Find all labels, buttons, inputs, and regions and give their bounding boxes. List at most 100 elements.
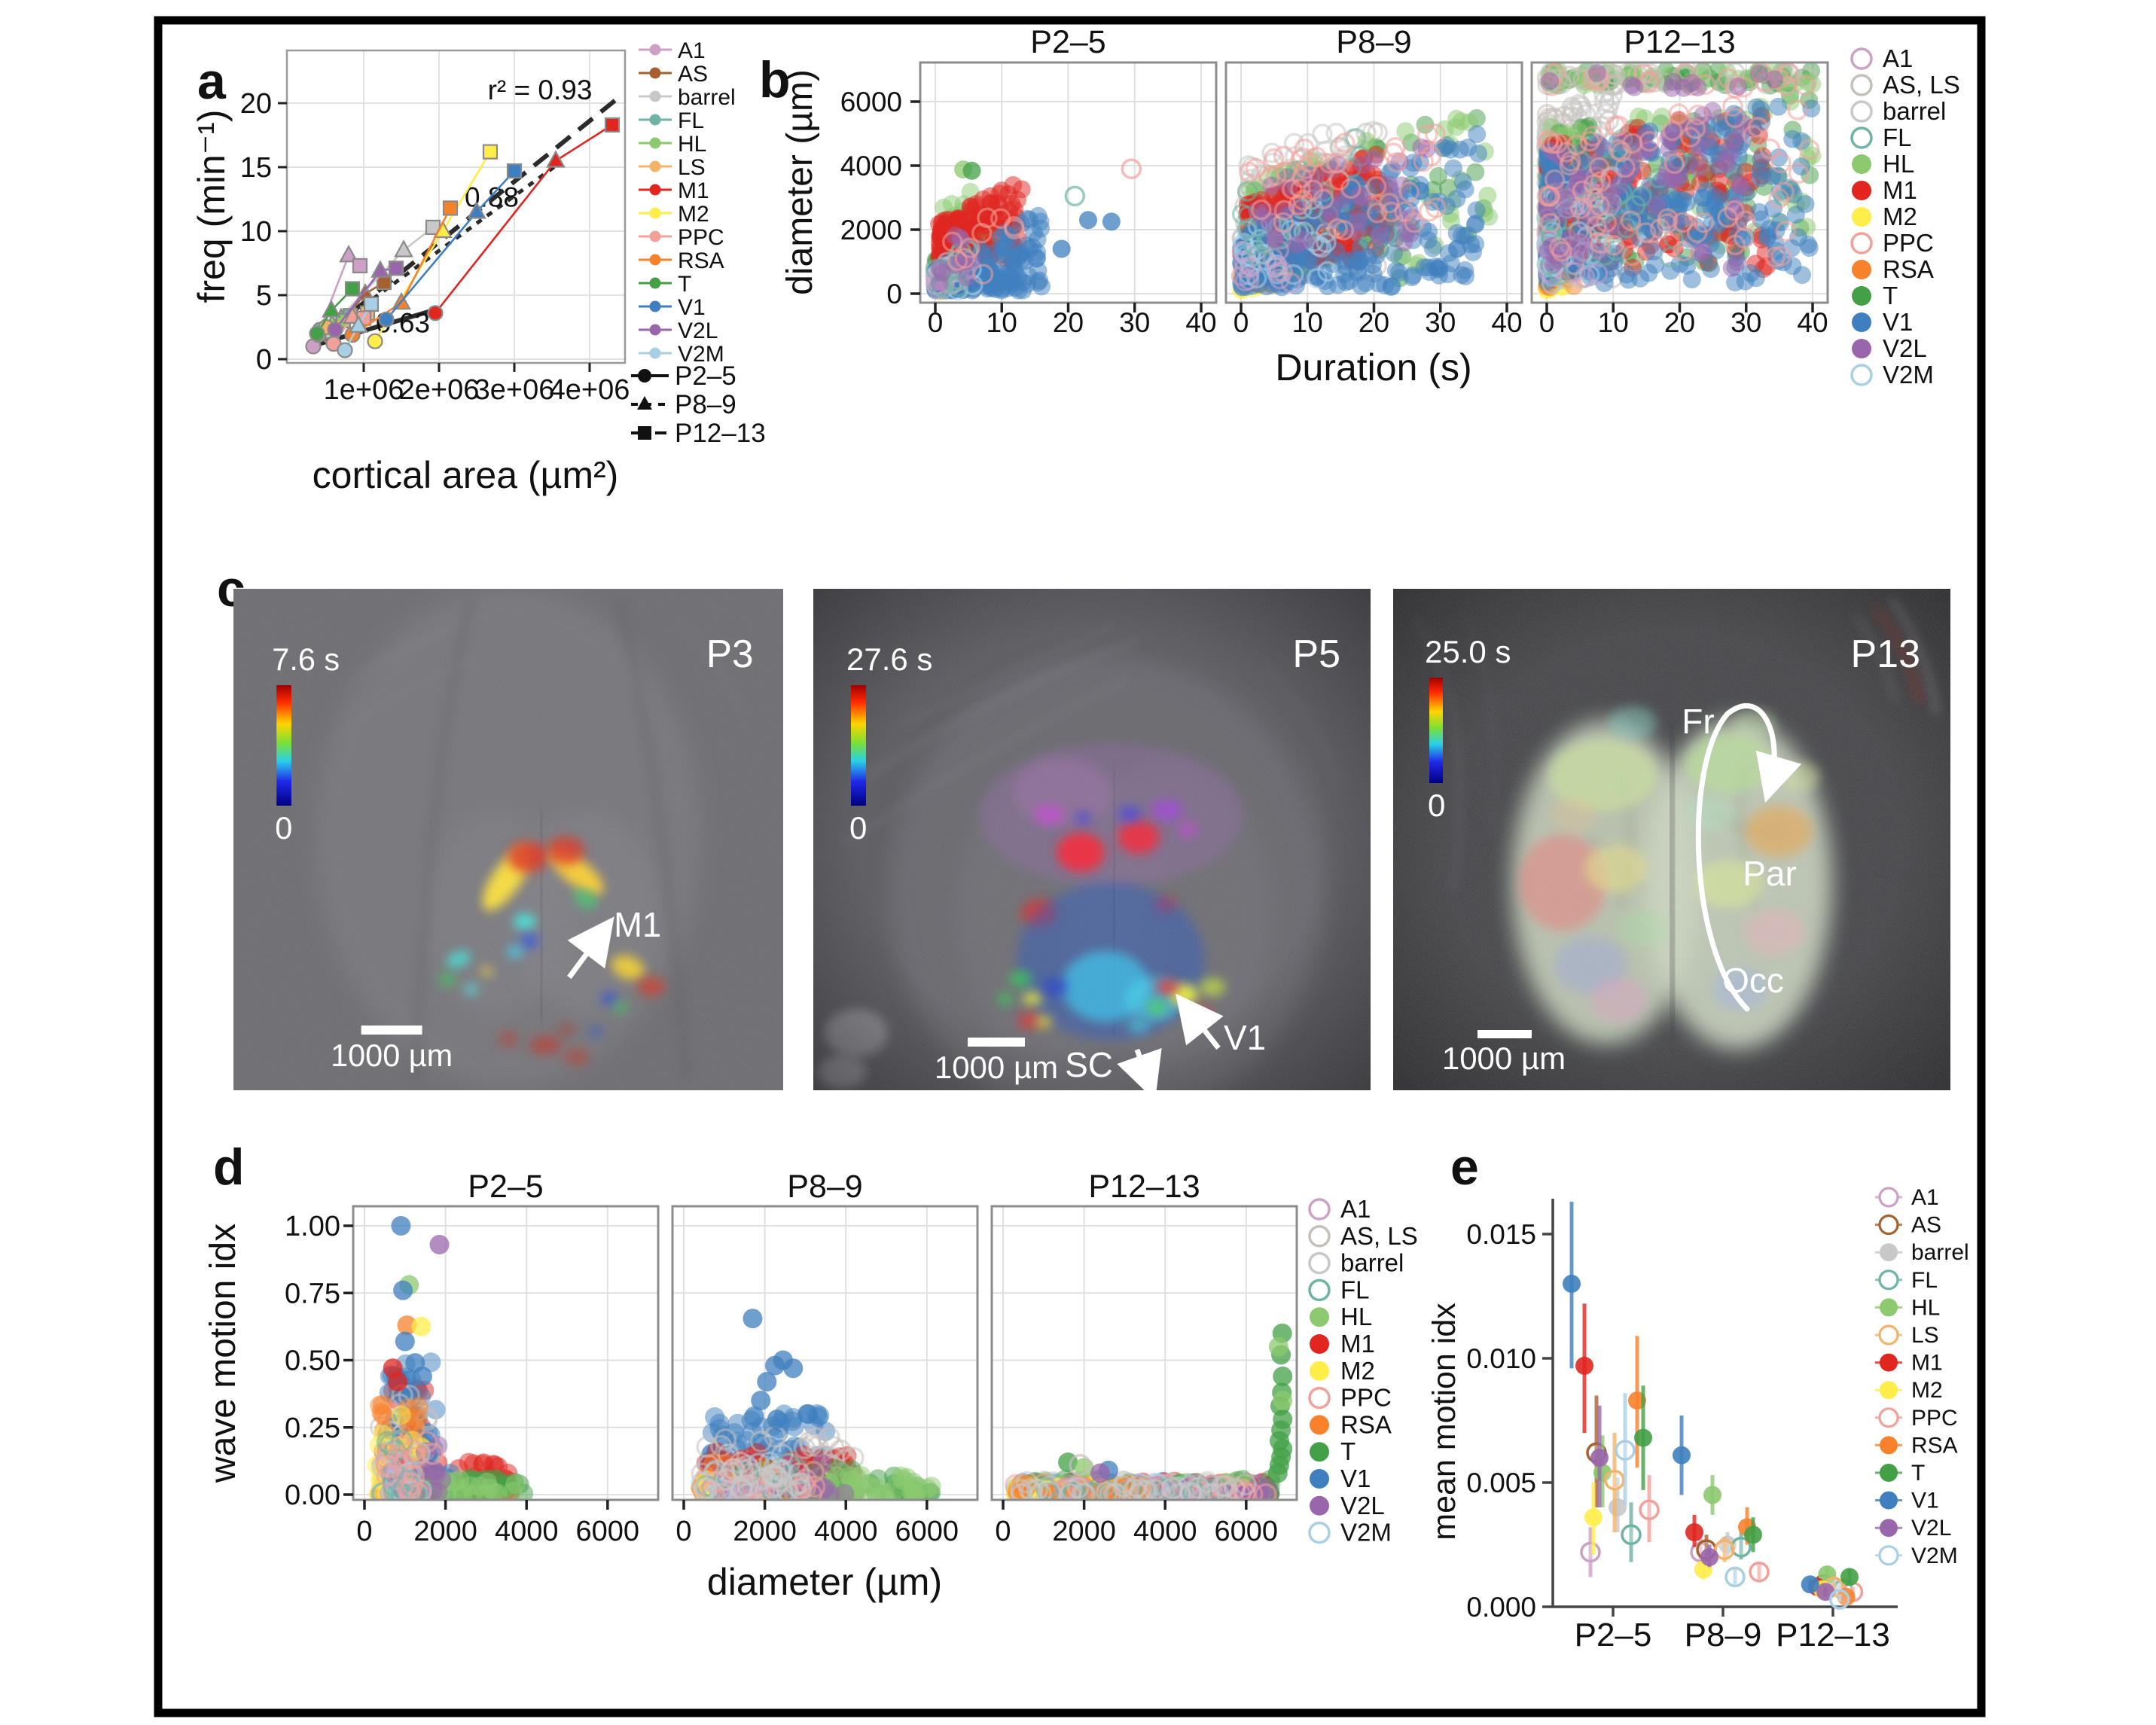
y-tick: 1.00	[285, 1211, 340, 1242]
facet-points	[1004, 1323, 1293, 1499]
legend-item-RSA: RSA	[1852, 255, 1934, 283]
region-label-Par: Par	[1743, 854, 1797, 893]
legend-label: V2M	[678, 342, 724, 367]
b-x-title: Duration (s)	[1275, 346, 1471, 389]
legend-item-LS: LS	[1875, 1323, 1939, 1348]
a-x-tick: 4e+06	[550, 374, 630, 406]
legend-item-A1: A1	[1875, 1185, 1939, 1210]
facet-d-2: P12–13 0 2000 4000 6000	[990, 1169, 1298, 1547]
legend-label: HL	[678, 132, 706, 157]
legend-label: T	[678, 272, 691, 297]
facet-frame	[990, 1205, 1298, 1501]
a-y-tick: 5	[256, 280, 272, 312]
legend-item-M2: M2	[639, 202, 709, 227]
brain-image-P13: 25.0 s 0 P13 1000 µm Fr Par Occ	[1393, 589, 1950, 1090]
legend-item-T: T	[639, 272, 691, 297]
legend-item-PPC: PPC	[1875, 1406, 1958, 1431]
legend-label: P2–5	[675, 361, 736, 391]
x-tick: 20	[1664, 307, 1695, 338]
annotations: V1 SC	[1065, 993, 1266, 1090]
legend-item-barrel: barrel	[639, 85, 736, 110]
panel-a-legend: A1ASbarrelFLHLLSM1M2PPCRSATV1V2LV2MP2–5P…	[631, 38, 766, 448]
e-series-T	[1634, 1385, 1859, 1586]
legend-item-M2: M2	[1852, 203, 1917, 230]
region-label-Fr: Fr	[1682, 702, 1714, 741]
legend-item-T: T	[1852, 282, 1898, 309]
legend-item-AS: AS	[639, 62, 708, 87]
a-series-V2L	[327, 260, 404, 338]
legend-label: LS	[678, 155, 706, 180]
legend-group-P8–9: P8–9	[631, 390, 736, 419]
legend-item-RSA: RSA	[1875, 1433, 1958, 1458]
x-tick: 30	[1731, 307, 1761, 338]
legend-label: A1	[678, 38, 706, 63]
x-tick: 0	[1234, 307, 1249, 338]
legend-label: FL	[1883, 123, 1912, 151]
legend-label: V1	[1340, 1464, 1371, 1492]
legend-label: V2M	[1340, 1519, 1392, 1547]
x-tick: 30	[1119, 307, 1150, 338]
e-y-tick: 0.010	[1466, 1343, 1536, 1374]
facet-frame	[352, 1205, 660, 1501]
legend-label: A1	[1340, 1195, 1371, 1223]
d-x-title: diameter (µm)	[707, 1561, 942, 1603]
legend-item-FL: FL	[1875, 1268, 1938, 1293]
legend-item-V2L: V2L	[639, 318, 718, 343]
facet-b-0: P2–5 0 10 20 30 40 0 2000 4000 6000	[840, 24, 1218, 338]
facet-frame	[671, 1205, 979, 1501]
legend-label: PPC	[1883, 229, 1934, 257]
facet-axis: 0 2000 4000 6000	[995, 1500, 1278, 1547]
colorbar-max-label: 27.6 s	[846, 642, 932, 677]
legend-label: PPC	[1911, 1406, 1958, 1431]
legend-item-barrel: barrel	[1308, 1249, 1404, 1277]
y-tick: 4000	[840, 151, 902, 181]
legend-item-M1: M1	[1875, 1351, 1943, 1376]
facet-title: P8–9	[787, 1169, 862, 1205]
facet-axis: 0 10 20 30 40	[1539, 303, 1828, 338]
legend-item-V2M: V2M	[1850, 361, 1934, 389]
a-x-tick: 2e+06	[399, 374, 480, 406]
figure-border	[154, 16, 1986, 1717]
scale-bar: 1000 µm	[935, 1038, 1058, 1085]
legend-item-PPC: PPC	[1308, 1384, 1392, 1412]
y-tick: 0	[886, 279, 902, 309]
x-tick: 4000	[495, 1516, 559, 1547]
scale-label: 1000 µm	[331, 1038, 453, 1073]
legend-item-A1: A1	[1850, 44, 1913, 72]
legend-item-V1: V1	[1875, 1489, 1939, 1513]
legend-label: PPC	[678, 225, 724, 250]
brain-image-P5: 27.6 s 0 P5 1000 µm V1 SC	[813, 589, 1371, 1090]
e-x-tick: P12–13	[1776, 1617, 1890, 1653]
a-fit-label: r² = 0.93	[488, 75, 593, 105]
region-label-SC: SC	[1065, 1045, 1113, 1084]
legend-label: FL	[1911, 1268, 1938, 1293]
legend-label: M1	[678, 178, 709, 203]
x-tick: 0	[675, 1516, 691, 1547]
x-tick: 40	[1491, 307, 1522, 338]
colorbar-max-label: 25.0 s	[1425, 634, 1511, 669]
legend-item-RSA: RSA	[1310, 1410, 1392, 1438]
legend-label: M2	[678, 202, 709, 227]
y-tick: 0.75	[285, 1278, 340, 1309]
a-series-A1	[305, 245, 368, 355]
legend-item-V2L: V2L	[1310, 1492, 1385, 1519]
legend-group-P2–5: P2–5	[631, 361, 736, 391]
legend-label: LS	[1911, 1323, 1939, 1348]
scale-bar: 1000 µm	[331, 1026, 453, 1073]
legend-item-AS: AS	[1875, 1213, 1941, 1238]
facet-points	[925, 158, 1142, 301]
b-y-title: diameter (µm)	[780, 69, 820, 295]
region-label-Occ: Occ	[1722, 961, 1784, 1000]
x-tick: 30	[1425, 307, 1456, 338]
x-tick: 0	[1539, 307, 1555, 338]
facet-points	[1536, 63, 1822, 300]
legend-item-PPC: PPC	[639, 225, 724, 250]
legend-label: P12–13	[675, 419, 766, 448]
x-tick: 2000	[1052, 1516, 1116, 1547]
panel-b-label: b	[759, 51, 791, 108]
legend-label: AS, LS	[1883, 71, 1960, 99]
legend-item-barrel: barrel	[1850, 97, 1946, 125]
a-y-tick: 10	[240, 216, 272, 248]
facet-d-1: P8–9 0 2000 4000 6000	[671, 1169, 979, 1547]
